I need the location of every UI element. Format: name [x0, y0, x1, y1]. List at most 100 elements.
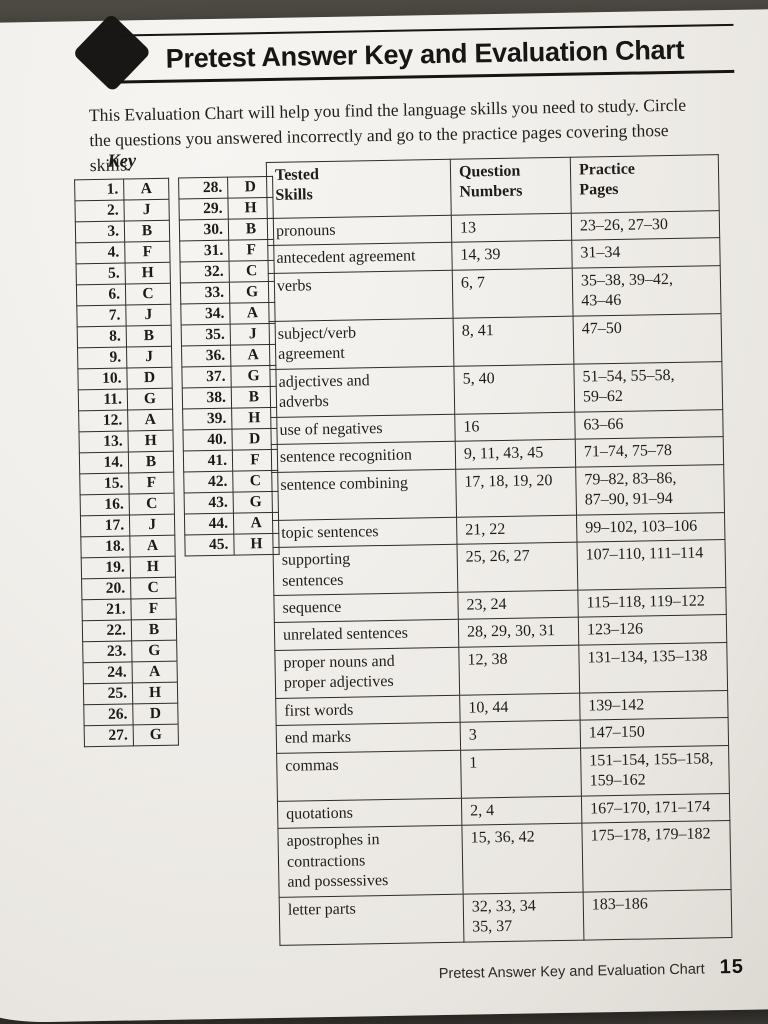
key-question-number: 18. — [80, 535, 131, 558]
page-footer: Pretest Answer Key and Evaluation Chart … — [439, 956, 745, 984]
key-question-number: 40. — [182, 429, 233, 452]
cell-question-numbers: 15, 36, 42 — [461, 823, 584, 894]
key-answer-letter: B — [124, 220, 170, 243]
key-question-number: 33. — [180, 282, 230, 305]
cell-practice-pages: 23–26, 27–30 — [571, 210, 720, 241]
table-row: commas 1 151–154, 155–158, 159–162 — [276, 745, 730, 802]
table-row: adjectives and adverbs 5, 40 51–54, 55–5… — [269, 361, 723, 418]
key-row: 42. C — [183, 470, 279, 494]
key-question-number: 28. — [178, 177, 228, 200]
cell-practice-pages: 175–178, 179–182 — [581, 820, 732, 892]
cell-question-numbers: 23, 24 — [457, 590, 579, 620]
key-row: 7. J — [76, 304, 172, 327]
header-question-numbers: Question Numbers — [450, 157, 572, 216]
key-question-number: 3. — [75, 221, 125, 243]
key-row: 23. G — [82, 640, 178, 663]
key-question-number: 26. — [83, 703, 134, 726]
cell-practice-pages: 35–38, 39–42, 43–46 — [572, 265, 722, 317]
table-row: supporting sentences 25, 26, 27 107–110,… — [273, 539, 726, 596]
cell-question-numbers: 16 — [454, 411, 576, 442]
book-page: Pretest Answer Key and Evaluation Chart … — [0, 8, 768, 1024]
key-question-number: 15. — [79, 472, 130, 495]
key-question-number: 38. — [182, 387, 232, 410]
key-question-number: 42. — [183, 471, 234, 494]
table-row: verbs 6, 7 35–38, 39–42, 43–46 — [268, 265, 722, 322]
key-row: 36. A — [181, 344, 276, 368]
answer-key-column-2: 28. D 29. H 30. B — [178, 176, 280, 557]
cell-tested-skill: use of negatives — [270, 413, 456, 445]
key-question-number: 11. — [78, 388, 128, 411]
key-answer-letter: H — [130, 556, 176, 578]
key-question-number: 21. — [81, 598, 132, 621]
key-row: 40. D — [182, 428, 278, 452]
key-row: 33. G — [180, 281, 275, 305]
key-row: 43. G — [184, 491, 279, 515]
key-row: 32. C — [180, 260, 275, 284]
cell-question-numbers: 10, 44 — [459, 692, 581, 723]
cell-practice-pages: 147–150 — [580, 717, 729, 748]
key-row: 9. J — [77, 346, 172, 369]
key-row: 35. J — [181, 323, 276, 347]
key-question-number: 1. — [74, 179, 124, 201]
table-row: apostrophes in contractions and possessi… — [277, 820, 732, 897]
key-row: 16. C — [80, 493, 175, 516]
footer-title: Pretest Answer Key and Evaluation Chart — [438, 961, 705, 983]
cell-tested-skill: subject/verb agreement — [269, 318, 454, 370]
key-answer-letter: G — [127, 388, 173, 410]
key-answer-letter: J — [129, 514, 175, 536]
key-answer-letter: F — [128, 472, 175, 494]
key-question-number: 36. — [181, 345, 231, 368]
key-answer-letter: F — [124, 241, 171, 263]
key-question-number: 16. — [80, 493, 130, 516]
key-row: 25. H — [83, 682, 178, 705]
cell-tested-skill: proper nouns and proper adjectives — [274, 647, 460, 699]
key-row: 19. H — [81, 556, 176, 579]
cell-practice-pages: 107–110, 111–114 — [576, 539, 726, 591]
key-question-number: 32. — [180, 261, 230, 284]
key-answer-letter: F — [130, 598, 177, 620]
answer-key-column-1: 1. A 2. J 3. B — [74, 178, 179, 748]
table-row: subject/verb agreement 8, 41 47–50 — [269, 313, 722, 370]
key-question-number: 8. — [77, 325, 127, 348]
key-question-number: 44. — [184, 513, 234, 535]
key-row: 1. A — [74, 178, 169, 201]
cell-tested-skill: apostrophes in contractions and possessi… — [277, 825, 464, 897]
key-question-number: 37. — [181, 366, 232, 389]
cell-tested-skill: adjectives and adverbs — [269, 366, 455, 418]
key-row: 13. H — [78, 430, 174, 453]
key-heading: Key — [107, 151, 137, 172]
cell-tested-skill: antecedent agreement — [267, 242, 453, 274]
key-row: 20. C — [81, 577, 176, 600]
footer-page-number: 15 — [719, 955, 745, 979]
answer-key: 1. A 2. J 3. B — [74, 176, 283, 747]
key-row: 41. F — [183, 449, 278, 473]
key-question-number: 30. — [179, 219, 229, 242]
cell-question-numbers: 12, 38 — [458, 645, 580, 696]
key-row: 34. A — [180, 302, 276, 326]
cell-question-numbers: 8, 41 — [453, 316, 574, 367]
evaluation-table: Tested Skills Question Numbers Practice … — [266, 154, 733, 945]
cell-tested-skill: supporting sentences — [273, 544, 458, 596]
key-answer-letter: J — [123, 199, 170, 222]
key-question-number: 5. — [76, 262, 126, 285]
table-row: sentence combining 17, 18, 19, 20 79–82,… — [271, 464, 725, 521]
key-answer-letter: A — [127, 409, 173, 431]
cell-practice-pages: 51–54, 55–58, 59–62 — [573, 361, 723, 412]
key-question-number: 25. — [83, 682, 133, 705]
cell-tested-skill: verbs — [268, 270, 454, 322]
cell-practice-pages: 31–34 — [571, 238, 721, 269]
key-question-number: 19. — [81, 556, 131, 579]
key-question-number: 17. — [80, 514, 130, 537]
key-answer-letter: A — [132, 661, 178, 683]
cell-question-numbers: 1 — [460, 747, 582, 798]
cell-tested-skill: sentence recognition — [271, 441, 456, 473]
key-row: 29. H — [178, 197, 274, 221]
cell-tested-skill: unrelated sentences — [274, 619, 459, 651]
cell-question-numbers: 13 — [451, 213, 572, 243]
key-row: 11. G — [78, 388, 173, 411]
key-row: 3. B — [75, 220, 170, 243]
cell-tested-skill: sentence combining — [271, 468, 457, 521]
key-row: 28. D — [178, 176, 273, 200]
key-answer-letter: C — [125, 283, 171, 305]
cell-question-numbers: 32, 33, 34 35, 37 — [463, 891, 584, 942]
